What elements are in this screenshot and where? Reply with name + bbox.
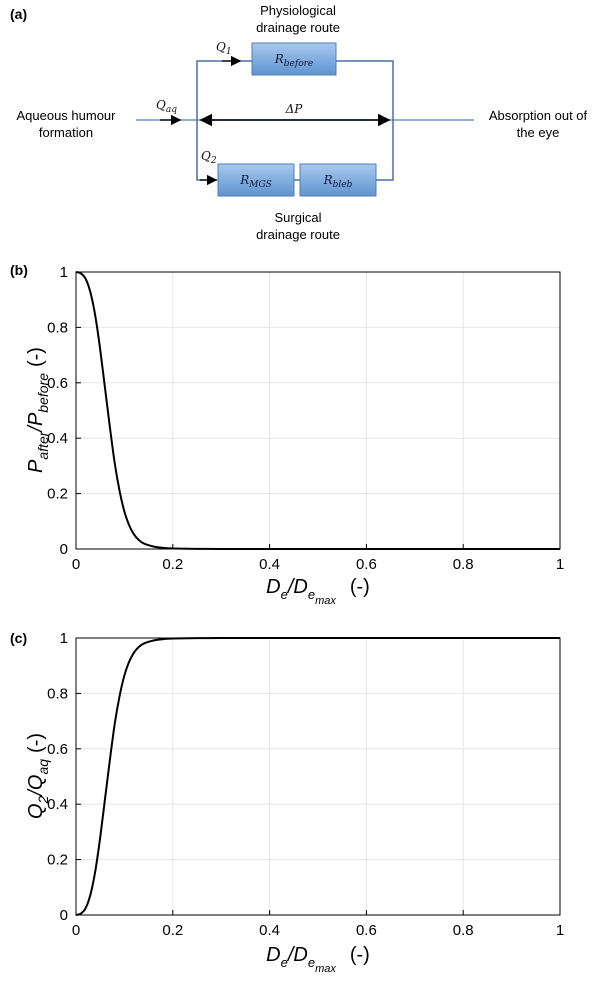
y-tick-label: 0.2: [47, 486, 68, 503]
aqueous-formation-line1: Aqueous humour: [16, 108, 116, 123]
panel-a-label: (a): [10, 6, 27, 22]
y-tick-label: 0.4: [47, 430, 68, 447]
panel-c-grid: [75, 637, 561, 916]
y-tick-label: 1: [60, 264, 68, 281]
x-tick-label: 0.4: [259, 556, 280, 573]
absorption-line2: the eye: [517, 125, 560, 140]
r-before-label: Rbefore: [274, 52, 314, 69]
surgical-label-line1: Surgical: [275, 210, 322, 225]
panel-c-tick-labels: 0 0.2 0.4 0.6 0.8 1 0 0.2 0.4 0.6 0.8 1: [47, 630, 564, 939]
panel-b-x-axis-title: De/Demax(-): [266, 576, 370, 607]
aqueous-formation-line2: formation: [39, 125, 93, 140]
r-mgs-label: RMGS: [239, 173, 272, 190]
surgical-branch: [196, 120, 394, 181]
panel-b-chart: (b) 0 0.2 0.4 0.6 0.8 1 0 0.2 0.4 0.6 0.8 1 De/Dema…: [10, 262, 564, 607]
absorption-line1: Absorption out of: [489, 108, 588, 123]
panel-b-tick-labels: 0 0.2 0.4 0.6 0.8 1 0 0.2 0.4 0.6 0.8 1: [47, 264, 564, 573]
panel-c-series-line: [75, 636, 560, 916]
panel-c-axes-box: [75, 637, 561, 916]
r-bleb-label: Rbleb: [323, 173, 353, 190]
y-tick-label: 0.2: [47, 852, 68, 869]
q2-label: Q2: [201, 149, 217, 166]
x-tick-label: 0.4: [259, 922, 280, 939]
panel-b-y-axis-title: Pafter/Pbefore(-): [25, 347, 51, 473]
panel-b-label: (b): [10, 262, 28, 278]
delta-p-label: ΔP: [285, 102, 304, 116]
y-tick-label: 0: [60, 907, 68, 924]
physiological-label-line1: Physiological: [260, 3, 336, 18]
physiological-label-line2: drainage route: [256, 20, 340, 35]
surgical-label-line2: drainage route: [256, 227, 340, 242]
panel-b-grid: [75, 271, 561, 550]
panel-b-axes-box: [75, 271, 561, 550]
r-bleb-box: [299, 163, 377, 197]
panel-c-ticks: [75, 637, 561, 916]
x-tick-label: 0.8: [453, 556, 474, 573]
x-tick-label: 0.8: [453, 922, 474, 939]
x-tick-label: 0.2: [162, 556, 183, 573]
panel-b-ticks: [75, 271, 561, 550]
x-tick-label: 1: [556, 922, 564, 939]
panel-c-x-axis-title: De/Demax(-): [266, 944, 370, 975]
y-tick-label: 0.8: [47, 319, 68, 336]
x-tick-label: 0.6: [356, 556, 377, 573]
y-tick-label: 0.6: [47, 741, 68, 758]
panel-c-chart: (c) 0 0.2 0.4 0.6 0.8 1 0 0.2 0.4 0.6 0.8 1 De/Dema…: [10, 630, 564, 975]
x-tick-label: 0.6: [356, 922, 377, 939]
y-tick-label: 1: [60, 630, 68, 647]
panel-c-y-axis-title: Q2/Qaq(-): [25, 733, 51, 819]
panel-a-diagram: (a) Physiological drainage route Qaq Q1 …: [10, 3, 588, 242]
q1-label: Q1: [216, 40, 232, 57]
r-before-box: [251, 42, 337, 76]
x-tick-label: 0: [72, 922, 80, 939]
y-tick-label: 0.8: [47, 685, 68, 702]
y-tick-label: 0: [60, 541, 68, 558]
panel-b-series-line: [75, 271, 560, 551]
panel-c-label: (c): [10, 630, 27, 646]
r-mgs-box: [217, 163, 295, 197]
y-tick-label: 0.4: [47, 796, 68, 813]
x-tick-label: 1: [556, 556, 564, 573]
x-tick-label: 0: [72, 556, 80, 573]
x-tick-label: 0.2: [162, 922, 183, 939]
q-aq-label: Qaq: [156, 98, 177, 115]
y-tick-label: 0.6: [47, 375, 68, 392]
